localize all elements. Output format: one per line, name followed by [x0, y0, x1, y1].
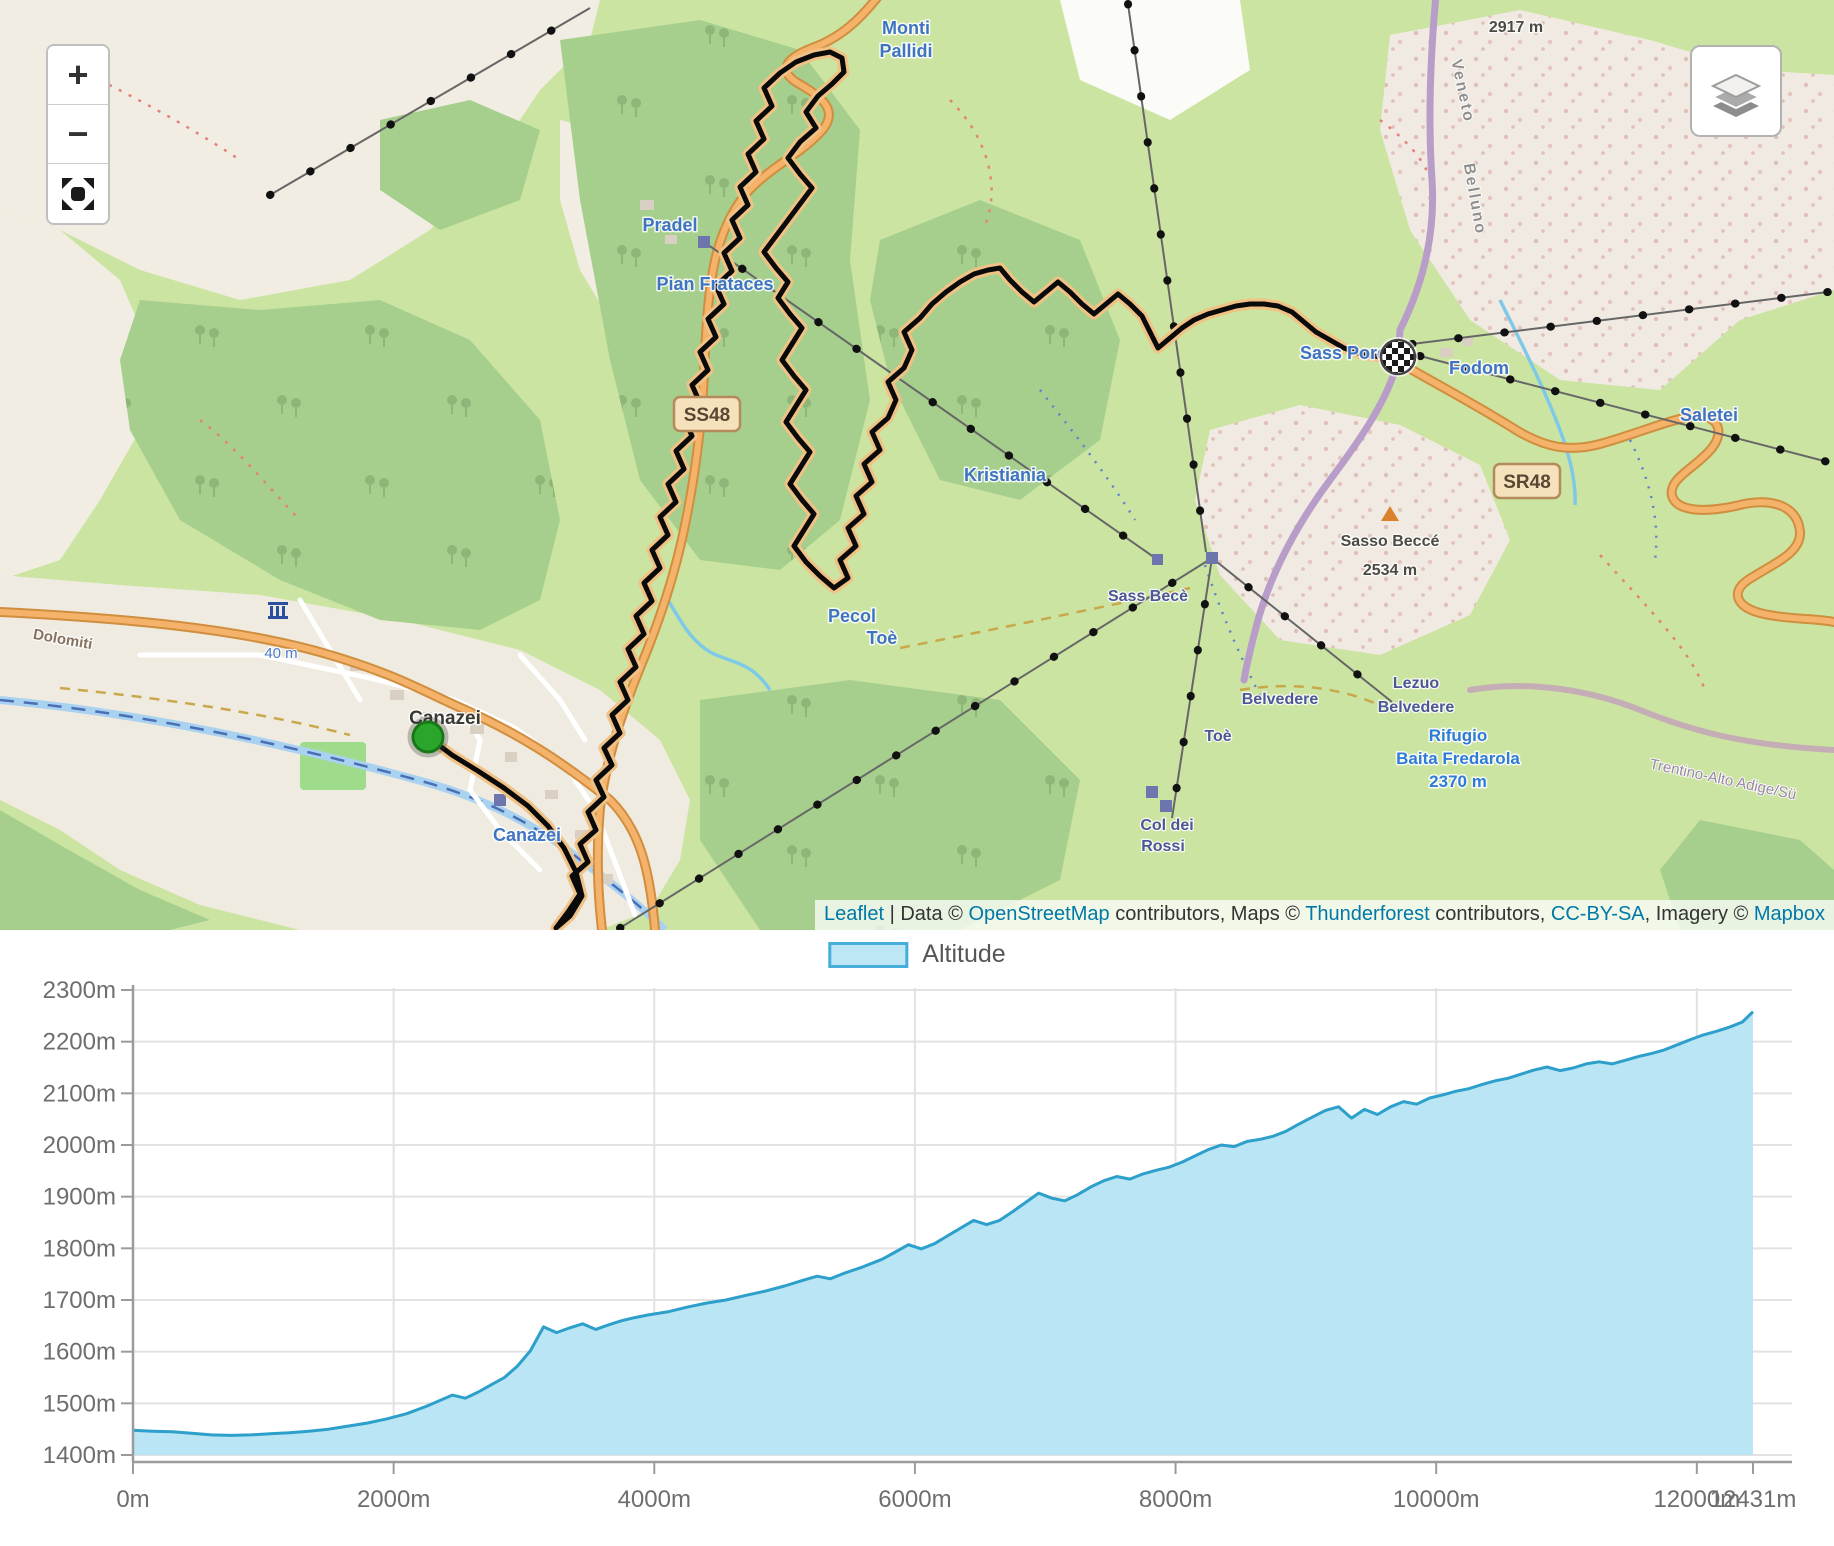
x-axis-label: 12431m	[1710, 1486, 1797, 1513]
map-label: Pradel	[642, 215, 697, 235]
x-axis-label: 10000m	[1393, 1486, 1480, 1513]
map-label: Toè	[1204, 728, 1231, 745]
zoom-control: + −	[46, 44, 110, 225]
leaflet-map[interactable]: Monti Pallidi Pradel Pian Frataces Kristiani…	[0, 0, 1834, 930]
map-label: Baita Fredarola	[1396, 749, 1520, 768]
x-axis-label: 2000m	[357, 1486, 430, 1513]
map-label: Kristiania	[964, 465, 1047, 485]
attribution-link[interactable]: CC-BY-SA	[1550, 903, 1645, 925]
map-label: Belvedere	[1378, 699, 1455, 716]
map-label: Sass Pordoi	[1300, 343, 1404, 363]
map-label: Pian Frataces	[656, 274, 773, 294]
map-label: Pecol	[828, 606, 876, 626]
map-label: Saletei	[1680, 405, 1738, 425]
attribution-text: | Data ©	[884, 903, 969, 925]
fullscreen-icon	[62, 177, 94, 210]
chart-canvas: 1400m 1500m 1600m 1700m 1800m 1900m 2000m 2100m…	[43, 977, 1797, 1513]
y-axis-label: 1900m	[43, 1184, 116, 1211]
attribution-text: , Imagery ©	[1644, 903, 1754, 925]
y-axis-label: 1700m	[43, 1287, 116, 1314]
ski-lifts	[266, 0, 1832, 930]
y-axis-label: 2100m	[43, 1080, 116, 1107]
map-label: Belvedere	[1242, 691, 1319, 708]
x-axis-label: 12000m	[1653, 1486, 1740, 1513]
start-marker-shadow	[407, 716, 449, 758]
y-axis-label: 1800m	[43, 1235, 116, 1262]
y-axis-label: 1500m	[43, 1390, 116, 1417]
x-axis-label: 0m	[116, 1486, 149, 1513]
svg-text:SR48: SR48	[1503, 472, 1551, 493]
attribution-link[interactable]: Mapbox	[1753, 903, 1825, 925]
map-label: 40 m	[264, 645, 297, 662]
road-shield: SS48	[672, 395, 742, 433]
zoom-out-button[interactable]: −	[48, 105, 108, 164]
town	[137, 200, 1473, 918]
map-label: Sasso Beccé	[1341, 533, 1440, 550]
map-label: Sass Becè	[1108, 588, 1188, 605]
gps-route	[422, 46, 1404, 930]
attribution-link[interactable]: Leaflet	[823, 903, 885, 925]
finish-marker[interactable]	[1379, 338, 1417, 376]
altitude-area	[132, 1010, 1755, 1455]
map-label: Rifugio	[1429, 726, 1488, 745]
x-axis-label: 4000m	[618, 1486, 691, 1513]
route-markers	[407, 337, 1418, 758]
y-axis-label: 1600m	[43, 1339, 116, 1366]
map-label: 2534 m	[1363, 562, 1417, 579]
fullscreen-button[interactable]	[48, 164, 108, 223]
map-label: Canazei	[493, 825, 561, 845]
attribution-link[interactable]: OpenStreetMap	[968, 903, 1110, 925]
map-label: Rossi	[1141, 838, 1185, 855]
elevation-chart: Altitude 1400m 1500m 1600m 1700m 1800m 1900m 2…	[0, 930, 1834, 1546]
map-label: 2917 m	[1489, 19, 1543, 36]
map-label: 2370 m	[1429, 772, 1487, 791]
chart-legend: Altitude	[828, 940, 1006, 969]
layers-icon	[1710, 73, 1762, 117]
altitude-area-fill	[133, 1011, 1753, 1455]
peak-icon	[1381, 506, 1399, 521]
zoom-in-button[interactable]: +	[48, 46, 108, 105]
road-shield: SR48	[1492, 462, 1562, 500]
altitude-line	[132, 1010, 1755, 1437]
map-label: Fodom	[1449, 358, 1509, 378]
map-label: Monti	[882, 18, 930, 38]
map-label: Col dei	[1140, 817, 1193, 834]
map-label: Pallidi	[879, 41, 932, 61]
layers-control[interactable]	[1690, 45, 1782, 137]
monument-icon	[268, 602, 288, 619]
legend-label: Altitude	[922, 940, 1006, 968]
map-canvas: Monti Pallidi Pradel Pian Frataces Kristiani…	[0, 0, 1834, 930]
y-axis-label: 2300m	[43, 977, 116, 1004]
x-axis-label: 8000m	[1139, 1486, 1212, 1513]
attribution-link[interactable]: Thunderforest	[1305, 903, 1430, 925]
chart-tick-labels: 1400m 1500m 1600m 1700m 1800m 1900m 2000m 2100m…	[43, 977, 1797, 1513]
map-label: Lezuo	[1393, 675, 1439, 692]
y-axis-label: 2200m	[43, 1029, 116, 1056]
map-label: Toè	[867, 628, 898, 648]
roads-purple	[1240, 0, 1834, 753]
attribution-text: contributors, Maps ©	[1109, 903, 1306, 925]
start-marker[interactable]	[411, 720, 445, 754]
legend-swatch	[828, 941, 909, 968]
y-axis-label: 1400m	[43, 1442, 116, 1469]
x-axis-label: 6000m	[878, 1486, 951, 1513]
attribution-text: contributors,	[1429, 903, 1551, 925]
y-axis-label: 2000m	[43, 1132, 116, 1159]
map-attribution: Leaflet | Data © OpenStreetMap contribut…	[814, 900, 1834, 930]
svg-text:SS48: SS48	[684, 405, 730, 426]
chart-axes	[121, 985, 1792, 1474]
